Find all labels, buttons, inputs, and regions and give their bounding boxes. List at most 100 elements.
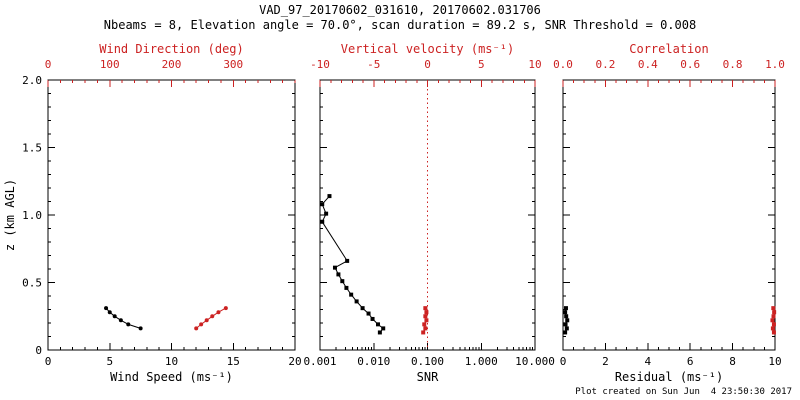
series-wind-speed-marker [104, 306, 109, 311]
series-residual-marker [563, 322, 568, 327]
x-tick-label: 0 [560, 355, 567, 368]
x-tick-label: 0.001 [303, 355, 336, 368]
top-tick-label: 1.0 [765, 58, 785, 71]
series-snr-marker [336, 272, 341, 277]
series-vertical-velocity-marker [421, 330, 426, 335]
series-residual-marker [564, 314, 569, 319]
series-snr-marker [320, 202, 325, 207]
x-tick-label: 10.000 [515, 355, 555, 368]
top-axis-title: Wind Direction (deg) [99, 42, 244, 56]
panel-3: 0 2 4 6 8 10 Residual (ms⁻¹) 0.0 0.2 0.4 0.6 0.8 1.0… [553, 42, 785, 384]
series-wind-direction-marker [204, 318, 209, 323]
y-tick-label: 0.5 [22, 277, 42, 290]
series-snr-marker [377, 330, 382, 335]
series-wind-direction-marker [194, 326, 199, 331]
panel-frame [47, 79, 296, 351]
series-wind-speed-marker [118, 318, 123, 323]
x-tick-label: 5 [106, 355, 113, 368]
series-vertical-velocity-marker [422, 322, 427, 327]
series-snr-marker [360, 306, 365, 311]
top-tick-label: 0.6 [680, 58, 700, 71]
top-tick-label: -5 [367, 58, 380, 71]
series-wind-speed-marker [107, 310, 112, 315]
plot-subtitle: Nbeams = 8, Elevation angle = 70.0°, sca… [103, 18, 697, 32]
series-vertical-velocity-marker [424, 310, 429, 315]
series-vertical-velocity-marker [423, 314, 428, 319]
series-snr-marker [366, 311, 371, 316]
x-tick-label: 10 [165, 355, 178, 368]
series-snr-marker [345, 258, 350, 263]
y-axis-title: z (km AGL) [3, 179, 17, 251]
top-tick-label: 100 [100, 58, 120, 71]
series-snr-marker [349, 292, 354, 297]
series-wind-speed-marker [112, 314, 117, 319]
top-tick-label: 5 [478, 58, 485, 71]
series-snr-marker [324, 211, 329, 216]
x-tick-label: 8 [729, 355, 736, 368]
series-vertical-velocity-marker [424, 318, 429, 323]
top-tick-label: 300 [223, 58, 243, 71]
x-tick-label: 20 [288, 355, 301, 368]
x-tick-label: 0.010 [357, 355, 390, 368]
series-wind-direction-marker [210, 314, 215, 319]
x-tick-label: 4 [644, 355, 651, 368]
y-tick-label: 0 [35, 344, 42, 357]
series-snr-marker [376, 322, 381, 327]
series-wind-speed-marker [138, 326, 143, 331]
x-tick-label: 2 [602, 355, 609, 368]
series-residual-marker [563, 310, 568, 315]
top-tick-label: 0 [424, 58, 431, 71]
series-wind-direction-marker [223, 306, 228, 311]
series-residual-marker [563, 330, 568, 335]
top-tick-label: 0.8 [723, 58, 743, 71]
panel-2: 0.001 0.010 0.100 1.000 10.000 SNR -10 -5 0 5 10 Ve… [303, 42, 554, 384]
creation-timestamp: Plot created on Sun Jun 4 23:50:30 2017 [575, 387, 792, 397]
x-tick-label: 0 [45, 355, 52, 368]
series-snr-marker [381, 326, 386, 331]
x-tick-label: 0.100 [411, 355, 444, 368]
top-tick-label: 0.0 [553, 58, 573, 71]
top-tick-label: 0.4 [638, 58, 658, 71]
top-tick-label: 0.2 [595, 58, 615, 71]
bottom-axis-title: Residual (ms⁻¹) [615, 370, 723, 384]
panel-frame [562, 79, 776, 351]
series-correlation-marker [771, 330, 776, 335]
top-axis-title: Vertical velocity (ms⁻¹) [341, 42, 514, 56]
top-tick-label: -10 [310, 58, 330, 71]
x-tick-label: 15 [227, 355, 240, 368]
top-tick-label: 0 [45, 58, 52, 71]
x-tick-label: 1.000 [465, 355, 498, 368]
top-tick-label: 200 [162, 58, 182, 71]
top-tick-label: 10 [528, 58, 541, 71]
top-axis-title: Correlation [629, 42, 708, 56]
series-correlation-marker [771, 314, 776, 319]
series-snr-marker [354, 299, 359, 304]
y-tick-label: 2.0 [22, 74, 42, 87]
x-tick-label: 6 [687, 355, 694, 368]
series-snr-marker [340, 279, 345, 284]
series-wind-direction-marker [216, 310, 221, 315]
series-correlation-marker [772, 310, 777, 315]
series-snr-marker [320, 219, 325, 224]
y-tick-label: 1.5 [22, 142, 42, 155]
series-residual-marker [564, 326, 569, 331]
series-correlation-marker [771, 322, 776, 327]
series-wind-speed-marker [126, 322, 131, 327]
series-snr-marker [327, 194, 332, 199]
bottom-axis-title: Wind Speed (ms⁻¹) [110, 370, 233, 384]
series-residual-marker [565, 318, 570, 323]
series-correlation-marker [770, 318, 775, 323]
series-vertical-velocity-marker [423, 326, 428, 331]
series-snr-marker [370, 316, 375, 321]
series-wind-direction-marker [199, 322, 204, 327]
series-residual-marker [563, 306, 568, 311]
panel-1: 0 5 10 15 20 Wind Speed (ms⁻¹) 0 100 200 300 Wind … [22, 42, 302, 384]
plot-title: VAD_97_20170602_031610, 20170602.031706 [259, 3, 541, 17]
series-snr-marker [344, 285, 349, 290]
series-correlation-marker [770, 326, 775, 331]
series-snr-line [321, 195, 384, 333]
series-correlation-marker [771, 306, 776, 311]
x-tick-label: 10 [768, 355, 781, 368]
